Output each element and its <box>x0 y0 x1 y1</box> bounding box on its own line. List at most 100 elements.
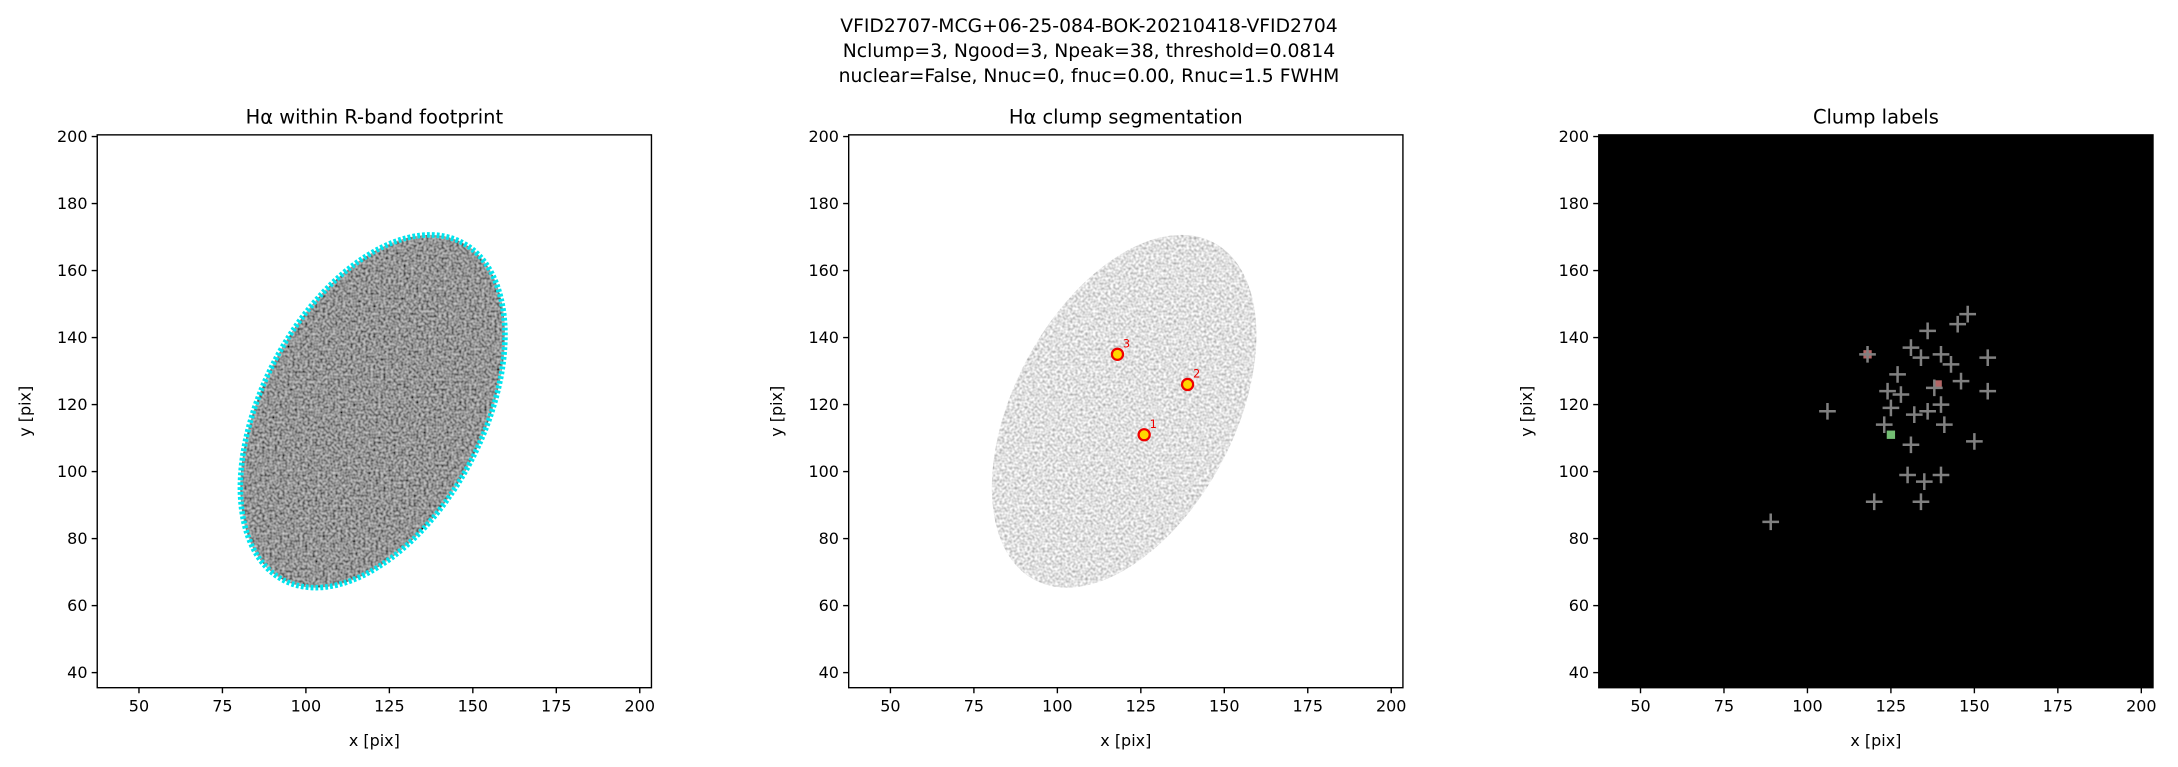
y-tick-label: 60 <box>1569 596 1589 615</box>
x-tick-label: 50 <box>129 696 149 715</box>
x-tick-label: 125 <box>1876 696 1906 715</box>
y-tick-label: 40 <box>819 663 839 682</box>
y-tick-label: 200 <box>57 127 87 146</box>
panel-title: Clump labels <box>1813 106 1939 129</box>
y-tick-label: 200 <box>808 127 838 146</box>
y-tick-label: 120 <box>808 395 838 414</box>
y-tick-label: 60 <box>819 596 839 615</box>
clump-label: 2 <box>1193 368 1200 381</box>
y-axis-label: y [pix] <box>1517 386 1536 437</box>
x-tick-label: 75 <box>1714 696 1734 715</box>
clump-label: 1 <box>1150 418 1157 431</box>
y-tick-label: 100 <box>1559 462 1589 481</box>
label-region <box>1886 430 1896 439</box>
footprint-contour <box>237 232 508 591</box>
peak-marker <box>1935 416 1953 434</box>
y-tick-label: 180 <box>57 194 87 213</box>
y-tick-label: 180 <box>808 194 838 213</box>
peak-marker <box>1966 433 1983 450</box>
x-tick-label: 150 <box>458 696 488 715</box>
plot-area <box>1598 134 2153 688</box>
peak-marker <box>1915 473 1933 490</box>
x-tick-label: 150 <box>1209 696 1239 715</box>
peak-marker <box>1882 399 1900 417</box>
peak-marker <box>1865 493 1883 511</box>
panel-title: Hα within R-band footprint <box>246 106 504 129</box>
panel: 50 75 100 125 150 175 200 40 60 80 100 120 140 160 180… <box>16 106 655 750</box>
x-tick-label: 200 <box>2126 696 2156 715</box>
y-tick-label: 140 <box>808 328 838 347</box>
x-tick-label: 175 <box>1293 696 1323 715</box>
axes-frame <box>1598 134 2154 689</box>
peak-marker <box>1889 366 1906 383</box>
clump-marker <box>1137 428 1151 442</box>
panel: 1 2 3 50 75 100 125 150 175 200 40 60 80 100 120 140 160… <box>767 106 1406 750</box>
x-tick-label: 125 <box>1126 696 1156 715</box>
peak-marker <box>1912 349 1930 367</box>
peak-marker <box>1959 305 1977 323</box>
peak-marker <box>1905 406 1923 423</box>
x-tick-label: 200 <box>1376 696 1406 715</box>
y-tick-label: 140 <box>1559 328 1589 347</box>
y-tick-label: 80 <box>819 529 839 548</box>
peak-marker <box>1902 436 1920 454</box>
peak-marker <box>1925 379 1943 397</box>
peak-marker <box>1949 315 1967 333</box>
label-region <box>1933 380 1942 389</box>
y-tick-label: 160 <box>57 261 87 280</box>
x-axis-label: x [pix] <box>349 731 400 750</box>
peak-marker <box>1932 396 1950 413</box>
y-tick-label: 160 <box>808 261 838 280</box>
suptitle: Nclump=3, Ngood=3, Npeak=38, threshold=0… <box>843 41 1335 62</box>
x-tick-label: 50 <box>1630 696 1650 715</box>
axes-frame <box>96 134 653 689</box>
peak-marker <box>1762 513 1780 531</box>
x-tick-label: 50 <box>880 696 900 715</box>
y-tick-label: 120 <box>57 395 87 414</box>
panel: 50 75 100 125 150 175 200 40 60 80 100 120 140 160 180… <box>1517 106 2156 750</box>
axes-frame <box>848 134 1404 689</box>
y-tick-label: 100 <box>57 462 87 481</box>
x-tick-label: 100 <box>1792 696 1822 715</box>
clump-label: 3 <box>1123 337 1130 350</box>
x-tick-label: 175 <box>541 696 571 715</box>
x-tick-label: 100 <box>1042 696 1072 715</box>
peak-marker <box>1942 356 1960 373</box>
peak-marker <box>1892 386 1910 403</box>
peak-marker <box>1932 466 1950 484</box>
y-tick-label: 80 <box>67 529 87 548</box>
peak-marker <box>1899 466 1916 484</box>
clump-marker <box>1110 347 1125 361</box>
y-tick-label: 200 <box>1559 127 1589 146</box>
y-axis-label: y [pix] <box>767 386 786 437</box>
peak-marker <box>1979 382 1997 400</box>
y-tick-label: 100 <box>808 462 838 481</box>
peak-marker <box>1919 402 1936 420</box>
y-tick-label: 160 <box>1559 261 1589 280</box>
peak-marker <box>1912 493 1930 511</box>
y-tick-label: 180 <box>1559 194 1589 213</box>
x-tick-label: 100 <box>291 696 321 715</box>
x-tick-label: 150 <box>1959 696 1989 715</box>
x-axis-label: x [pix] <box>1850 731 1901 750</box>
peak-marker <box>1932 345 1950 363</box>
panel-title: Hα clump segmentation <box>1009 106 1243 129</box>
y-tick-label: 60 <box>67 596 87 615</box>
clump-marker <box>1180 377 1195 392</box>
x-tick-label: 175 <box>2043 696 2073 715</box>
peak-marker <box>1879 382 1896 400</box>
x-tick-label: 200 <box>625 696 655 715</box>
peak-marker <box>1819 402 1836 420</box>
peak-marker <box>1875 416 1893 434</box>
x-axis-label: x [pix] <box>1100 731 1151 750</box>
x-tick-label: 125 <box>374 696 404 715</box>
x-tick-label: 75 <box>212 696 232 715</box>
peak-marker <box>1952 372 1970 390</box>
y-tick-label: 120 <box>1559 395 1589 414</box>
y-tick-label: 40 <box>67 663 87 682</box>
y-tick-label: 140 <box>57 328 87 347</box>
y-tick-label: 40 <box>1569 663 1589 682</box>
peak-marker <box>1859 345 1876 363</box>
y-axis-label: y [pix] <box>16 386 35 437</box>
